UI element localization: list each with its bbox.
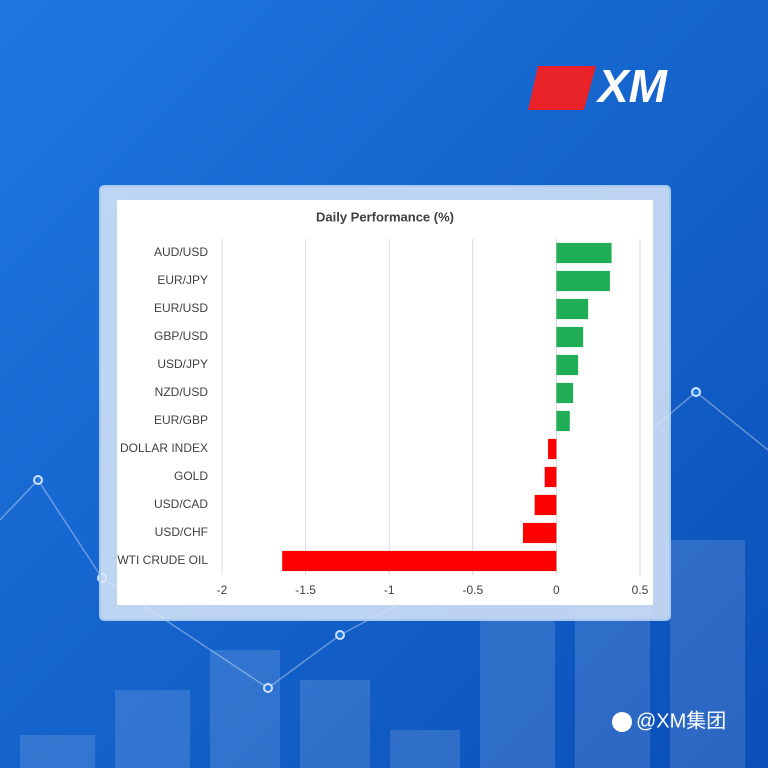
bar (556, 326, 584, 348)
plot: -2 -1.5 -1 -0.5 0 0.5 AUD/USD EUR/JPY EUR/USD GBP… (117, 239, 649, 597)
bar (556, 354, 579, 376)
y-tick-label: NZD/USD (155, 385, 209, 399)
bar (556, 242, 612, 264)
y-tick-label: USD/CHF (155, 525, 208, 539)
bar (556, 298, 589, 320)
y-tick-label: GBP/USD (154, 329, 208, 343)
bar (534, 494, 557, 516)
y-tick-label: USD/JPY (157, 357, 208, 371)
bar (522, 522, 557, 544)
bar (556, 382, 574, 404)
logo-mark (528, 66, 596, 110)
y-tick-label: GOLD (174, 469, 208, 483)
watermark: @XM集团 (636, 709, 726, 732)
y-tick-label: WTI CRUDE OIL (117, 553, 208, 567)
y-tick-label: DOLLAR INDEX (120, 441, 208, 455)
bar (556, 410, 570, 432)
x-tick-label: -1.5 (295, 583, 316, 597)
logo: XM (595, 60, 669, 112)
x-tick-label: 0.5 (632, 583, 649, 597)
y-tick-label: AUD/USD (154, 245, 208, 259)
y-tick-label: EUR/JPY (157, 273, 208, 287)
x-tick-label: 0 (553, 583, 560, 597)
x-tick-label: -2 (217, 583, 228, 597)
bar (544, 466, 557, 488)
bar (548, 438, 557, 460)
bar (282, 550, 557, 572)
chart-title: Daily Performance (%) (316, 209, 454, 224)
y-tick-label: USD/CAD (154, 497, 208, 511)
watermark-icon (612, 712, 632, 732)
x-tick-label: -1 (384, 583, 395, 597)
x-tick-label: -0.5 (462, 583, 483, 597)
y-tick-label: EUR/USD (154, 301, 208, 315)
decor-bars (20, 540, 745, 768)
y-tick-label: EUR/GBP (154, 413, 208, 427)
bar (556, 270, 610, 292)
